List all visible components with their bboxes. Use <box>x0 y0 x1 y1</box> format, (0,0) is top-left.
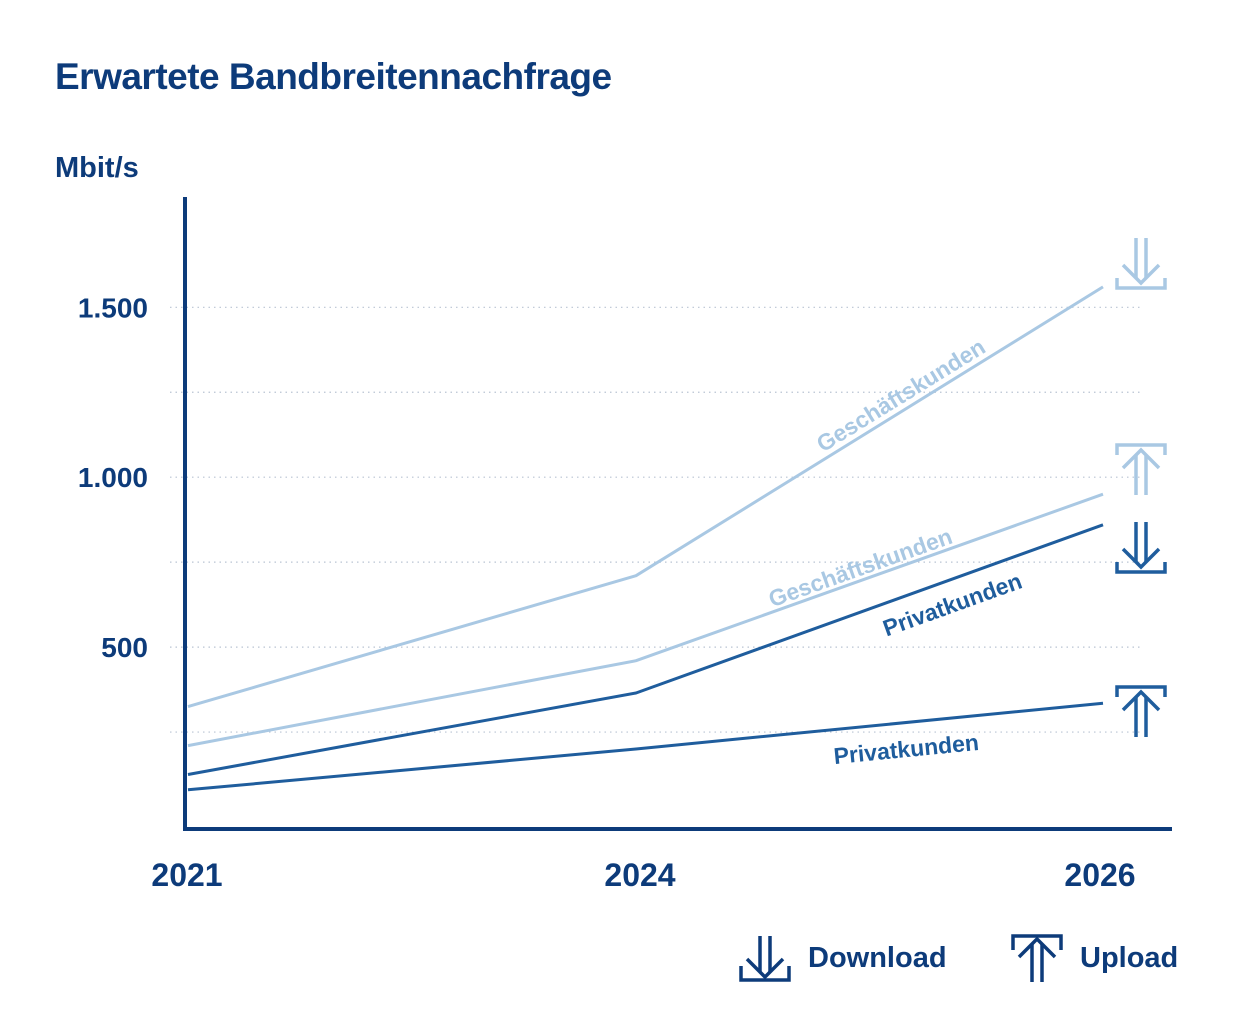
series-labels: Geschäftskunden Geschäftskunden Privatkund… <box>765 333 1025 769</box>
y-tick-label: 500 <box>101 632 148 663</box>
x-tick-labels: 2021 2024 2026 <box>151 857 1135 893</box>
download-icon <box>1115 522 1167 574</box>
x-tick-label: 2024 <box>604 857 675 893</box>
series-line-3 <box>187 701 1104 792</box>
x-tick-label: 2021 <box>151 857 222 893</box>
y-tick-label: 1.000 <box>78 462 148 493</box>
series-label-0: Geschäftskunden <box>812 333 990 457</box>
upload-icon <box>1115 443 1167 495</box>
series-line-1 <box>187 492 1104 748</box>
legend-download: Download <box>736 932 947 984</box>
download-icon <box>739 936 791 982</box>
upload-icon <box>1011 934 1063 982</box>
series-lines <box>187 285 1104 792</box>
chart-title: Erwartete Bandbreitennachfrage <box>55 56 612 97</box>
legend-download-label: Download <box>808 941 947 974</box>
gridlines <box>170 306 1140 733</box>
y-axis-label: Mbit/s <box>55 152 139 184</box>
series-line-0 <box>187 285 1104 709</box>
series-label-1: Geschäftskunden <box>765 523 956 612</box>
series-label-3: Privatkunden <box>832 729 980 769</box>
upload-icon <box>1115 685 1167 737</box>
x-tick-label: 2026 <box>1064 857 1135 893</box>
legend-upload: Upload <box>1008 932 1178 984</box>
download-icon <box>1115 238 1167 290</box>
series-line-2 <box>187 523 1104 776</box>
series-end-icons <box>1115 238 1167 737</box>
y-tick-labels: 500 1.000 1.500 <box>78 292 148 663</box>
y-tick-label: 1.500 <box>78 292 148 323</box>
legend-upload-label: Upload <box>1080 941 1179 974</box>
